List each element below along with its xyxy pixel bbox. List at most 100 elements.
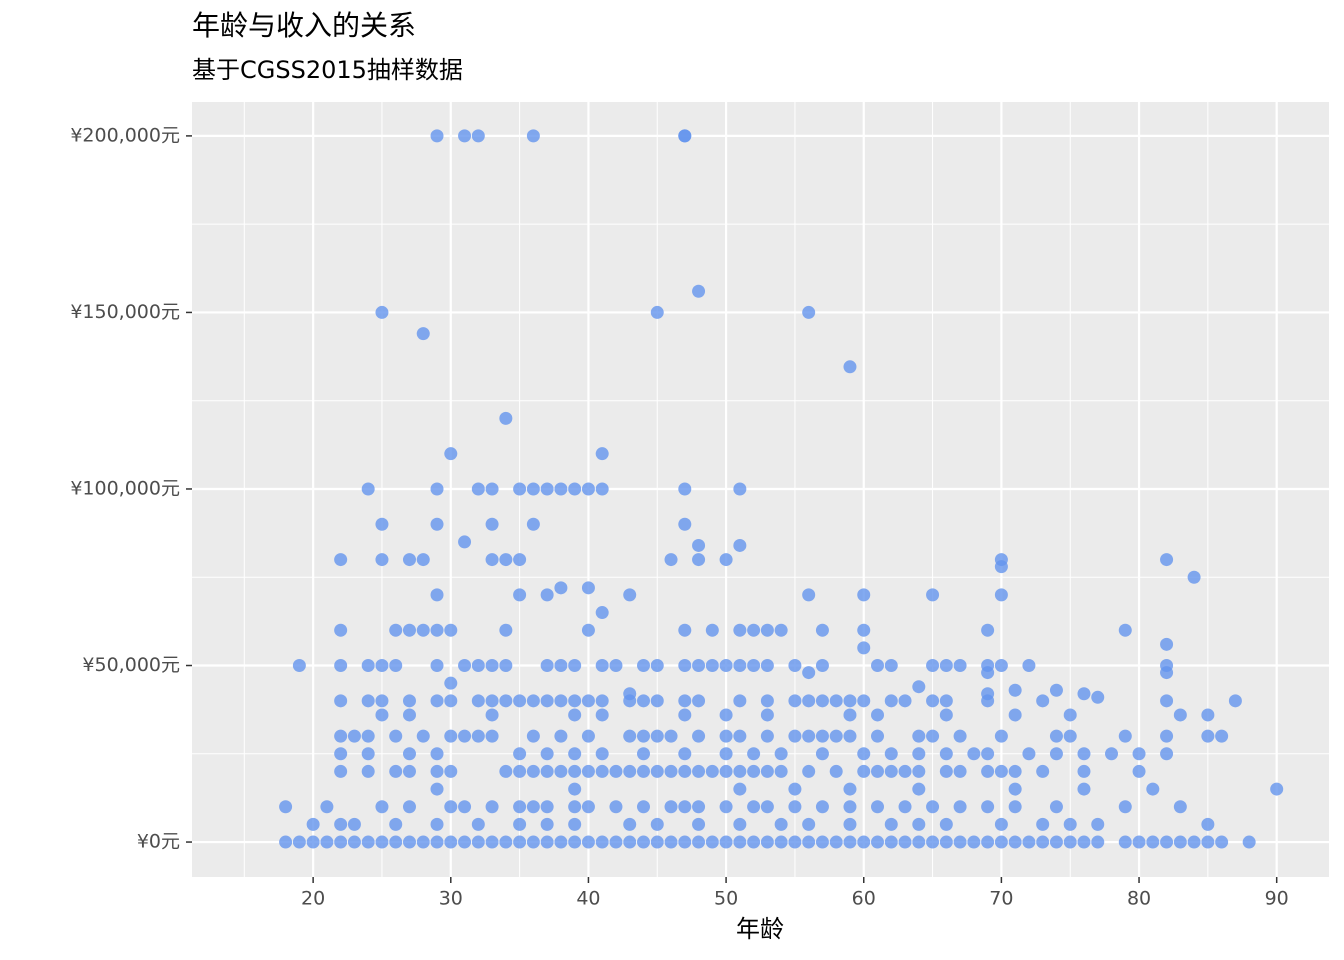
point (939, 747, 953, 761)
point (402, 835, 416, 849)
point (774, 623, 788, 637)
x-tick-label: 30 (439, 888, 463, 910)
point (981, 747, 995, 761)
point (636, 800, 650, 814)
point (953, 729, 967, 743)
point (871, 729, 885, 743)
point (678, 659, 692, 673)
point (568, 694, 582, 708)
point (458, 659, 472, 673)
point (540, 659, 554, 673)
point (375, 694, 389, 708)
point (1077, 747, 1091, 761)
point (1215, 835, 1229, 849)
point (499, 694, 513, 708)
point (1036, 817, 1050, 831)
point (1132, 764, 1146, 778)
x-tick-label: 20 (301, 888, 325, 910)
point (705, 659, 719, 673)
point (1146, 835, 1160, 849)
point (1022, 747, 1036, 761)
point (705, 764, 719, 778)
point (650, 729, 664, 743)
point (994, 729, 1008, 743)
point (953, 659, 967, 673)
point (898, 764, 912, 778)
point (664, 553, 678, 567)
point (471, 729, 485, 743)
point (1160, 666, 1174, 680)
point (499, 623, 513, 637)
point (678, 129, 692, 143)
point (609, 835, 623, 849)
point (981, 764, 995, 778)
point (444, 835, 458, 849)
point (389, 729, 403, 743)
point (802, 694, 816, 708)
point (485, 835, 499, 849)
point (320, 800, 334, 814)
point (939, 708, 953, 722)
chart-title: 年龄与收入的关系 (192, 9, 416, 42)
point (1173, 708, 1187, 722)
point (513, 482, 527, 496)
point (939, 694, 953, 708)
point (760, 800, 774, 814)
point (1270, 782, 1284, 796)
point (733, 835, 747, 849)
point (568, 747, 582, 761)
point (912, 817, 926, 831)
point (1118, 835, 1132, 849)
point (843, 800, 857, 814)
point (595, 447, 609, 461)
y-tick-label: ¥50,000元 (82, 654, 180, 676)
point (719, 729, 733, 743)
point (1105, 747, 1119, 761)
x-tick-label: 40 (576, 888, 600, 910)
point (430, 482, 444, 496)
point (760, 659, 774, 673)
point (609, 764, 623, 778)
point (788, 835, 802, 849)
point (513, 764, 527, 778)
point (1201, 729, 1215, 743)
point (375, 708, 389, 722)
point (912, 747, 926, 761)
point (485, 517, 499, 531)
point (1077, 835, 1091, 849)
point (692, 800, 706, 814)
point (595, 606, 609, 620)
point (1008, 764, 1022, 778)
point (430, 782, 444, 796)
point (499, 659, 513, 673)
point (760, 729, 774, 743)
point (926, 588, 940, 602)
point (595, 835, 609, 849)
point (692, 729, 706, 743)
point (857, 588, 871, 602)
point (389, 659, 403, 673)
point (540, 835, 554, 849)
point (471, 694, 485, 708)
point (678, 708, 692, 722)
point (568, 835, 582, 849)
point (623, 764, 637, 778)
point (334, 659, 348, 673)
point (1008, 782, 1022, 796)
point (1036, 764, 1050, 778)
point (843, 835, 857, 849)
x-tick-label: 60 (852, 888, 876, 910)
point (994, 817, 1008, 831)
point (595, 659, 609, 673)
point (774, 817, 788, 831)
point (581, 800, 595, 814)
point (1091, 690, 1105, 704)
point (458, 729, 472, 743)
point (857, 694, 871, 708)
point (802, 817, 816, 831)
point (912, 835, 926, 849)
point (1077, 782, 1091, 796)
point (1201, 835, 1215, 849)
point (884, 835, 898, 849)
point (623, 835, 637, 849)
